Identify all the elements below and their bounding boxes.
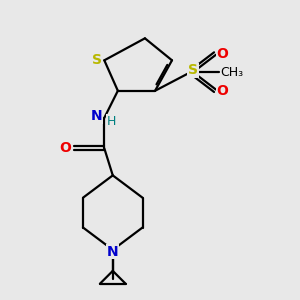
Text: N: N (107, 244, 118, 259)
Text: O: O (217, 46, 228, 61)
Text: S: S (92, 53, 102, 67)
Text: S: S (188, 64, 198, 77)
Text: O: O (59, 141, 71, 155)
Text: O: O (217, 84, 228, 98)
Text: H: H (107, 115, 116, 128)
Text: CH₃: CH₃ (221, 66, 244, 79)
Text: N: N (91, 109, 103, 123)
